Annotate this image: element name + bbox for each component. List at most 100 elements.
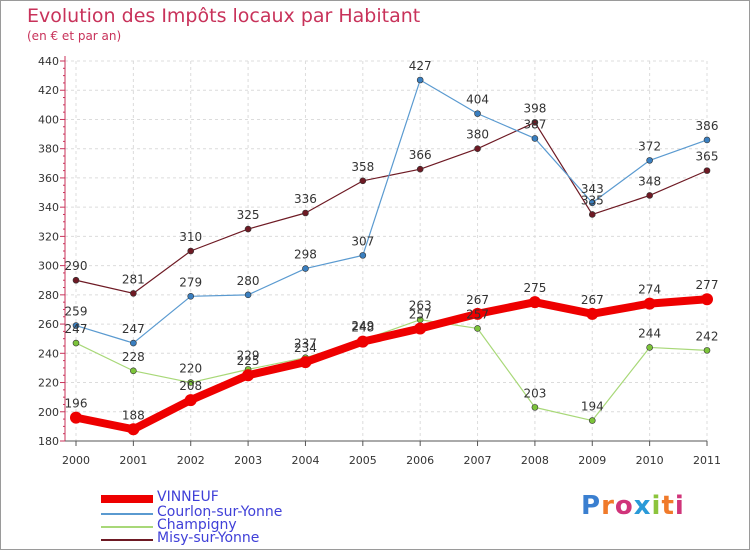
x-tick-label: 2006	[406, 454, 434, 467]
y-tick-label: 340	[38, 201, 59, 214]
legend-swatch	[101, 539, 153, 541]
data-label-vinneuf: 225	[237, 354, 260, 368]
logo-letter: r	[601, 491, 615, 521]
data-label-misy-sur-yonne: 310	[179, 230, 202, 244]
series-line-misy-sur-yonne	[75, 121, 708, 294]
data-point-misy-sur-yonne	[703, 167, 711, 174]
data-label-champigny: 263	[409, 299, 432, 313]
data-label-courlon-sur-yonne: 372	[638, 139, 661, 153]
data-label-misy-sur-yonne: 348	[638, 174, 661, 188]
data-label-misy-sur-yonne: 335	[581, 193, 604, 207]
y-tick-label: 420	[38, 84, 59, 97]
data-label-courlon-sur-yonne: 404	[466, 93, 489, 107]
data-label-courlon-sur-yonne: 387	[523, 117, 546, 131]
y-tick-label: 360	[38, 172, 59, 185]
data-label-courlon-sur-yonne: 386	[696, 119, 719, 133]
data-point-misy-sur-yonne	[244, 225, 252, 233]
logo-letter: i	[674, 491, 685, 521]
legend-swatch	[101, 513, 153, 515]
data-point-champigny	[588, 417, 596, 424]
data-label-misy-sur-yonne: 366	[409, 148, 432, 162]
data-point-misy-sur-yonne	[359, 177, 367, 185]
data-label-courlon-sur-yonne: 247	[122, 322, 145, 336]
data-point-vinneuf	[242, 369, 255, 382]
x-tick-label: 2002	[177, 454, 205, 467]
y-tick-label: 240	[38, 347, 59, 360]
x-tick-label: 2011	[693, 454, 721, 467]
legend-label: Misy-sur-Yonne	[157, 530, 260, 546]
logo-letter: i	[651, 491, 662, 521]
data-point-champigny	[130, 367, 137, 375]
data-label-misy-sur-yonne: 398	[523, 101, 546, 115]
x-tick-label: 2000	[62, 454, 90, 467]
y-tick-label: 200	[38, 406, 59, 419]
data-label-champigny: 203	[523, 386, 546, 400]
data-point-misy-sur-yonne	[474, 145, 481, 152]
data-point-courlon-sur-yonne	[416, 76, 424, 84]
data-label-vinneuf: 208	[179, 379, 202, 393]
legend-label: Champigny	[157, 517, 237, 533]
data-point-vinneuf	[299, 356, 312, 369]
chart-subtitle: (en € et par an)	[27, 29, 122, 43]
data-label-vinneuf: 248	[351, 321, 374, 335]
data-label-vinneuf: 257	[409, 307, 432, 321]
data-point-courlon-sur-yonne	[187, 293, 195, 300]
data-point-courlon-sur-yonne	[359, 252, 367, 259]
data-point-champigny	[703, 347, 711, 354]
data-point-misy-sur-yonne	[302, 209, 309, 217]
x-tick-label: 2009	[578, 454, 606, 467]
data-point-vinneuf	[643, 297, 656, 310]
data-point-vinneuf	[586, 307, 599, 320]
data-label-vinneuf: 196	[65, 397, 88, 411]
data-label-champigny: 247	[65, 322, 88, 336]
x-tick-label: 2007	[464, 454, 492, 467]
data-label-courlon-sur-yonne: 259	[65, 305, 88, 319]
x-tick-label: 2008	[521, 454, 549, 467]
x-tick-label: 2010	[636, 454, 664, 467]
data-label-courlon-sur-yonne: 343	[581, 182, 604, 196]
data-label-champigny: 244	[638, 326, 661, 340]
data-label-champigny: 257	[466, 307, 489, 321]
data-label-misy-sur-yonne: 358	[351, 160, 374, 174]
data-point-champigny	[72, 339, 80, 347]
series-line-courlon-sur-yonne	[75, 79, 708, 344]
data-point-courlon-sur-yonne	[703, 136, 711, 144]
data-label-vinneuf: 277	[696, 278, 719, 292]
legend-label: VINNEUF	[157, 489, 219, 505]
data-label-misy-sur-yonne: 281	[122, 272, 145, 286]
data-label-courlon-sur-yonne: 279	[179, 275, 202, 289]
x-tick-label: 2003	[234, 454, 262, 467]
series-line-vinneuf	[72, 295, 711, 434]
data-label-vinneuf: 188	[122, 408, 145, 422]
y-tick-label: 320	[38, 230, 59, 243]
data-label-champigny: 242	[696, 329, 719, 343]
x-tick-label: 2004	[291, 454, 319, 467]
data-label-champigny: 237	[294, 337, 317, 351]
data-point-courlon-sur-yonne	[588, 199, 596, 207]
data-point-vinneuf	[184, 394, 197, 407]
data-point-vinneuf	[471, 307, 484, 320]
data-point-courlon-sur-yonne	[302, 265, 309, 272]
data-label-courlon-sur-yonne: 307	[351, 234, 374, 248]
data-label-misy-sur-yonne: 380	[466, 128, 489, 142]
y-tick-label: 440	[38, 55, 59, 68]
series-line-champigny	[75, 319, 708, 422]
data-point-misy-sur-yonne	[130, 290, 137, 297]
data-point-champigny	[187, 379, 195, 386]
y-tick-label: 260	[38, 318, 59, 331]
data-label-vinneuf: 267	[466, 293, 489, 307]
data-label-courlon-sur-yonne: 280	[237, 274, 260, 288]
data-label-courlon-sur-yonne: 298	[294, 248, 317, 262]
y-tick-label: 300	[38, 260, 59, 273]
y-tick-label: 380	[38, 143, 59, 156]
data-point-courlon-sur-yonne	[72, 322, 80, 329]
data-point-courlon-sur-yonne	[244, 291, 252, 299]
data-point-vinneuf	[70, 411, 82, 424]
proxiti-logo: Proxiti	[581, 491, 685, 521]
data-point-champigny	[531, 404, 539, 411]
data-label-vinneuf: 267	[581, 293, 604, 307]
data-point-misy-sur-yonne	[588, 211, 596, 218]
data-label-vinneuf: 234	[294, 341, 317, 355]
